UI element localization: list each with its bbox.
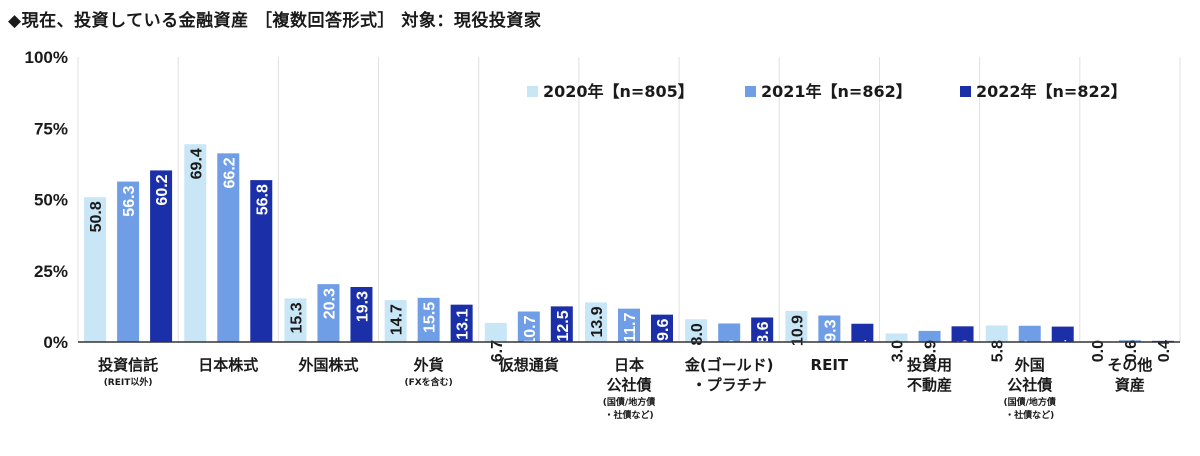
category-label: 投資信託 [98, 356, 158, 374]
category-sublabel: (国債/地方債 [1004, 396, 1056, 408]
category-label: その他 [1107, 356, 1152, 374]
bar [851, 323, 874, 342]
category-label: 外国株式 [297, 356, 358, 374]
bar-value-label: 14.7 [389, 304, 406, 335]
category-label: 資産 [1115, 376, 1145, 394]
bar [685, 319, 708, 342]
legend-label: 2020年【n=805】 [543, 82, 694, 101]
bar-value-label: 10.9 [789, 315, 806, 346]
bar-value-label: 66.2 [221, 157, 238, 188]
category-label: 金(ゴールド) [684, 356, 774, 374]
bar-value-label: 6.7 [489, 340, 506, 362]
bar-value-label: 6.4 [855, 340, 872, 362]
y-tick-label: 25% [34, 262, 68, 281]
bar-value-label: 15.5 [422, 302, 439, 333]
y-tick-label: 75% [34, 119, 68, 138]
bar [718, 323, 741, 342]
bar-value-label: 13.9 [589, 306, 606, 337]
category-sublabel: ・社債など) [1005, 409, 1054, 421]
legend-swatch [745, 86, 756, 97]
bar-value-label: 0.4 [1156, 340, 1173, 362]
y-tick-label: 50% [34, 191, 68, 210]
bar-value-label: 5.8 [990, 340, 1007, 362]
bar [818, 315, 841, 342]
category-label: REIT [811, 356, 849, 374]
bar [785, 310, 808, 342]
bar-value-label: 12.5 [555, 310, 572, 341]
bar [417, 297, 440, 342]
bar [751, 317, 774, 342]
category-label: 投資用 [907, 356, 952, 374]
bar-value-label: 56.3 [121, 185, 138, 216]
bar-value-label: 15.3 [288, 302, 305, 333]
bar-value-label: 9.6 [655, 319, 672, 341]
bar [885, 333, 908, 342]
bar-value-label: 10.7 [522, 315, 539, 346]
category-sublabel: (REIT以外) [104, 376, 153, 388]
bar-value-label: 56.8 [254, 184, 271, 215]
bar [651, 314, 673, 342]
y-tick-label: 100% [25, 48, 68, 67]
legend-label: 2021年【n=862】 [761, 82, 912, 101]
bar [217, 153, 240, 342]
bar [517, 311, 540, 342]
legend-swatch [527, 86, 538, 97]
bar-value-label: 8.0 [689, 323, 706, 345]
chart-title: ◆現在、投資している金融資産 ［複数回答形式］ 対象：現役投資家 [8, 11, 542, 31]
bar-value-label: 5.4 [1056, 340, 1073, 362]
category-label: 仮想通貨 [498, 356, 559, 374]
category-label: 外国 [1014, 356, 1045, 374]
bar-value-label: 0.0 [1090, 340, 1107, 362]
bar [1051, 326, 1074, 342]
bar [585, 302, 607, 342]
bar-value-label: 60.2 [154, 174, 171, 205]
bar [284, 298, 307, 342]
bar [84, 197, 107, 342]
category-label: 公社債 [1007, 376, 1052, 394]
bar [384, 300, 407, 342]
bar-value-label: 69.4 [188, 148, 205, 179]
category-label: 公社債 [606, 376, 651, 394]
bar-value-label: 0.6 [1123, 340, 1140, 362]
category-sublabel: ・社債など) [604, 409, 653, 421]
bar-value-label: 5.7 [1023, 340, 1040, 362]
bar [250, 180, 273, 342]
bar [1018, 325, 1041, 342]
category-label: 外貨 [413, 356, 444, 374]
bar [484, 322, 507, 342]
bar-value-label: 19.3 [354, 291, 371, 322]
bar [951, 326, 974, 342]
legend-label: 2022年【n=822】 [976, 82, 1127, 101]
bar-value-label: 5.5 [956, 340, 973, 362]
bar-value-label: 8.6 [755, 321, 772, 343]
bar-value-label: 6.5 [722, 340, 739, 362]
bar [985, 325, 1008, 342]
bar-value-label: 50.8 [88, 201, 105, 232]
bar [618, 308, 640, 342]
category-sublabel: (FXを含む) [404, 376, 452, 388]
category-label: 日本株式 [198, 356, 258, 374]
bar-value-label: 3.9 [923, 340, 940, 362]
y-tick-label: 0% [43, 333, 68, 352]
bar [117, 181, 140, 342]
bar [450, 304, 473, 342]
bar [350, 286, 373, 342]
category-label: 日本 [614, 356, 644, 374]
bar [918, 330, 941, 342]
bar [317, 284, 340, 342]
category-label: 不動産 [907, 376, 952, 394]
bar-value-label: 11.7 [622, 313, 639, 343]
bar-value-label: 3.0 [890, 340, 907, 362]
bar-value-label: 20.3 [321, 288, 338, 319]
bar [150, 170, 173, 342]
bar-value-label: 9.3 [822, 319, 839, 341]
category-label: ・プラチナ [692, 376, 767, 394]
legend-swatch [960, 86, 971, 97]
category-sublabel: (国債/地方債 [603, 396, 655, 408]
bar [1118, 340, 1141, 342]
bar-value-label: 13.1 [455, 309, 472, 340]
bar [550, 306, 573, 342]
bar [184, 144, 207, 342]
